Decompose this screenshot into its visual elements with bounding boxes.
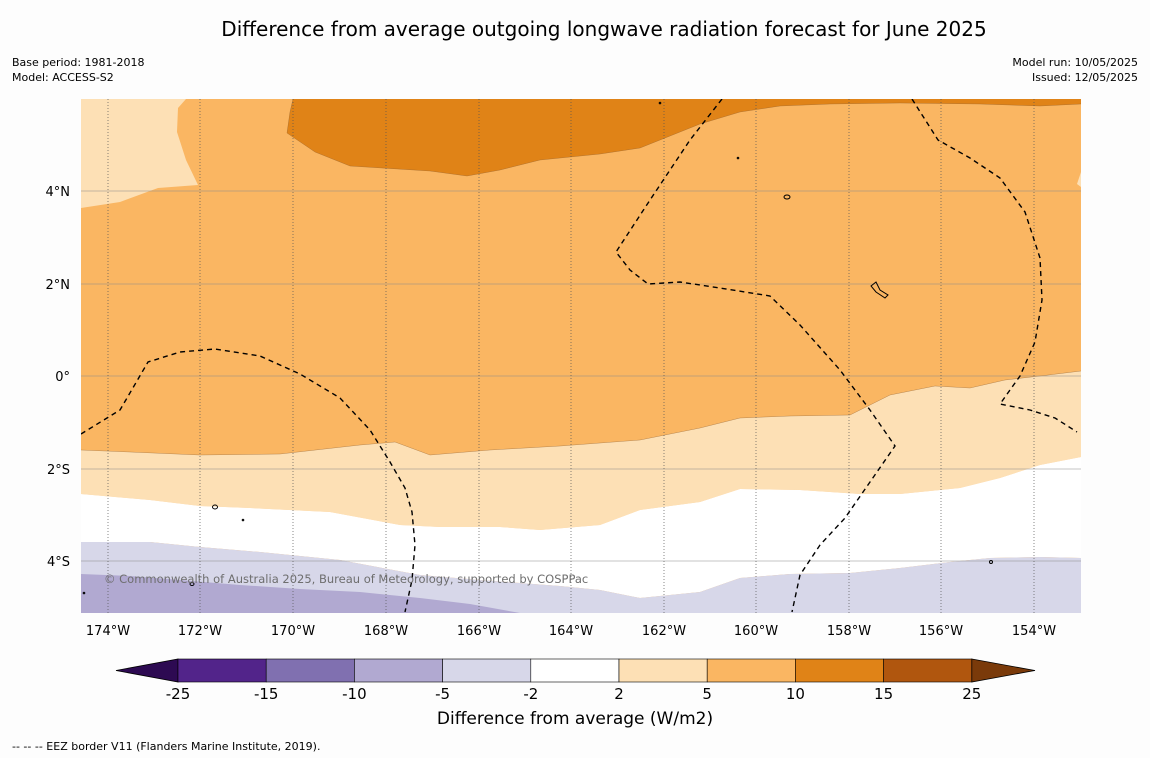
latitude-label: 2°N <box>46 278 71 293</box>
colorbar: -25 -15 -10 -5 -2 2 5 10 15 25 <box>115 658 1036 703</box>
longitude-label: 168°W <box>364 624 408 639</box>
island <box>783 194 791 200</box>
anomaly-band-minus10-to-minus5 <box>81 574 520 613</box>
longitude-label: 162°W <box>642 624 686 639</box>
island <box>989 560 993 564</box>
colorbar-segment <box>795 658 884 683</box>
colorbar-tick-label: 25 <box>962 685 981 703</box>
anomaly-band-neutral <box>81 457 1081 598</box>
model-run-text: Model run: 10/05/2025 <box>1012 56 1138 69</box>
colorbar-tick-label: 15 <box>874 685 893 703</box>
map-plot-area <box>81 99 1081 613</box>
longitude-label: 170°W <box>271 624 315 639</box>
contour-edges <box>81 99 1081 456</box>
anomaly-band-10-to-15 <box>287 99 1081 176</box>
latitude-label: 2°S <box>47 463 70 478</box>
eez-footnote: -- -- -- EEZ border V11 (Flanders Marine… <box>12 740 321 753</box>
latitude-labels: 4°N 2°N 0° 2°S 4°S <box>46 185 71 570</box>
meta-left: Base period: 1981-2018 Model: ACCESS-S2 <box>12 55 144 85</box>
eez-borders <box>81 99 1078 613</box>
colorbar-title: Difference from average (W/m2) <box>436 709 714 729</box>
anomaly-band-2-to-5-east-edge <box>1077 172 1081 187</box>
anomaly-band-2-to-5-northwest <box>81 99 198 208</box>
colorbar-tick-label: -10 <box>342 685 367 703</box>
longitude-label: 164°W <box>549 624 593 639</box>
eez-border-east <box>911 99 1078 433</box>
longitude-label: 172°W <box>178 624 222 639</box>
latitude-label: 4°N <box>46 185 71 200</box>
anomaly-band-2-to-5 <box>81 371 1081 530</box>
island <box>736 156 740 160</box>
longitude-label: 166°W <box>457 624 501 639</box>
map-title: Difference from average outgoing longwav… <box>221 17 987 41</box>
colorbar-tick-label: -25 <box>166 685 191 703</box>
island <box>82 591 86 595</box>
base-period-text: Base period: 1981-2018 <box>12 56 145 69</box>
issued-text: Issued: 12/05/2025 <box>1031 71 1138 84</box>
colorbar-segment <box>530 658 620 683</box>
eez-border-west <box>81 348 416 613</box>
copyright-credit: © Commonwealth of Australia 2025, Bureau… <box>104 572 589 586</box>
longitude-label: 174°W <box>86 624 130 639</box>
islands <box>82 101 993 595</box>
colorbar-segment <box>177 658 267 683</box>
colorbar-tick-label: -5 <box>435 685 450 703</box>
colorbar-tick-label: -2 <box>523 685 538 703</box>
colorbar-under-arrow <box>115 658 179 683</box>
colorbar-segment <box>706 658 796 683</box>
colorbar-segment <box>618 658 708 683</box>
colorbar-tick-label: 2 <box>614 685 624 703</box>
meta-right: Model run: 10/05/2025 Issued: 12/05/2025 <box>1012 55 1138 85</box>
colorbar-tick-label: -15 <box>254 685 279 703</box>
longitude-label: 154°W <box>1012 624 1056 639</box>
colorbar-over-arrow <box>971 658 1036 683</box>
longitude-label: 156°W <box>919 624 963 639</box>
colorbar-segment <box>265 658 355 683</box>
latitude-label: 4°S <box>47 555 70 570</box>
colorbar-tick-label: 5 <box>702 685 712 703</box>
longitude-label: 158°W <box>827 624 871 639</box>
eez-border-central <box>615 99 896 613</box>
colorbar-segment <box>442 658 532 683</box>
colorbar-tick-label: 10 <box>786 685 805 703</box>
colorbar-segment <box>883 658 973 683</box>
latitude-label: 0° <box>55 370 70 385</box>
longitude-label: 160°W <box>734 624 778 639</box>
island <box>870 281 889 299</box>
island <box>241 518 245 522</box>
island <box>658 101 662 105</box>
longitude-labels: 174°W 172°W 170°W 168°W 166°W 164°W 162°W 160°W… <box>86 624 1056 639</box>
colorbar-segment <box>354 658 443 683</box>
island <box>212 504 218 510</box>
island <box>189 582 195 586</box>
model-text: Model: ACCESS-S2 <box>12 71 114 84</box>
latitude-gridlines <box>81 190 1081 562</box>
